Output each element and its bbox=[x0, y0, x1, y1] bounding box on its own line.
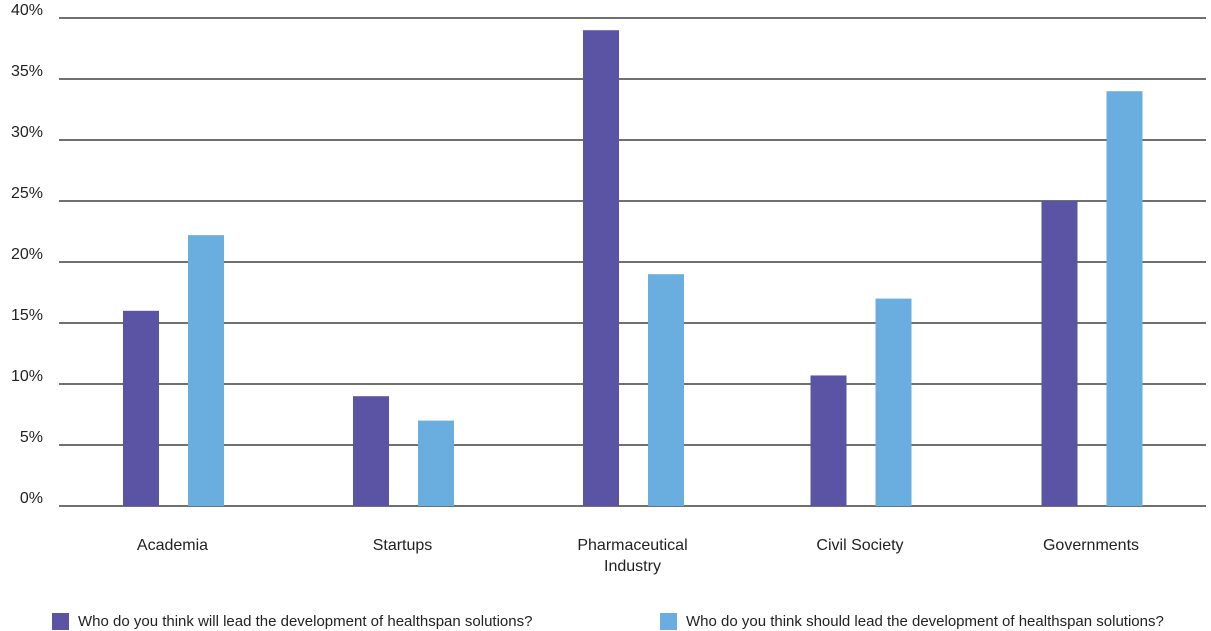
y-tick-label: 40% bbox=[11, 2, 43, 19]
bar-will-lead-civil-society bbox=[810, 375, 847, 506]
x-category-label-line: Civil Society bbox=[816, 537, 903, 554]
bar-should-lead-pharmaceutical-industry bbox=[648, 274, 684, 506]
x-category-label-line: Industry bbox=[604, 558, 661, 575]
legend: Who do you think will lead the developme… bbox=[0, 612, 1211, 631]
bar-should-lead-governments bbox=[1106, 91, 1143, 506]
bars bbox=[123, 30, 1143, 506]
legend-label-should-lead: Who do you think should lead the develop… bbox=[686, 613, 1164, 630]
y-tick-label: 15% bbox=[11, 307, 43, 324]
bar-should-lead-academia bbox=[188, 235, 224, 506]
legend-item-will-lead: Who do you think will lead the developme… bbox=[52, 612, 532, 631]
y-tick-label: 0% bbox=[20, 490, 43, 507]
x-category-label: Governments bbox=[1043, 537, 1139, 554]
x-category-label-line: Startups bbox=[373, 537, 433, 554]
y-tick-label: 20% bbox=[11, 246, 43, 263]
bar-will-lead-pharmaceutical-industry bbox=[583, 30, 619, 506]
x-category-label: Startups bbox=[373, 537, 433, 554]
bar-will-lead-academia bbox=[123, 310, 159, 506]
bar-should-lead-civil-society bbox=[875, 298, 912, 506]
bar-will-lead-governments bbox=[1041, 201, 1078, 506]
x-category-label: Pharmaceutical Industry bbox=[577, 537, 687, 575]
legend-swatch-will-lead bbox=[52, 613, 69, 630]
legend-swatch-should-lead bbox=[660, 613, 677, 630]
legend-item-should-lead: Who do you think should lead the develop… bbox=[660, 612, 1164, 631]
bar-should-lead-startups bbox=[418, 420, 454, 506]
x-axis-category-labels: Academia Startups Pharmaceutical Industry Ci… bbox=[137, 537, 1139, 575]
y-tick-label: 30% bbox=[11, 124, 43, 141]
x-category-label-line: Governments bbox=[1043, 537, 1139, 554]
y-axis-tick-labels: 0% 5% 10% 15% 20% 25% 30% 35% 40% bbox=[11, 2, 43, 507]
x-category-label-line: Pharmaceutical bbox=[577, 537, 687, 554]
x-category-label: Civil Society bbox=[816, 537, 903, 554]
y-tick-label: 35% bbox=[11, 63, 43, 80]
gridlines bbox=[59, 17, 1206, 507]
legend-label-will-lead: Who do you think will lead the developme… bbox=[78, 613, 533, 630]
y-tick-label: 5% bbox=[20, 429, 43, 446]
y-tick-label: 25% bbox=[11, 185, 43, 202]
bar-will-lead-startups bbox=[353, 396, 389, 506]
y-tick-label: 10% bbox=[11, 368, 43, 385]
x-category-label-line: Academia bbox=[137, 537, 208, 554]
x-category-label: Academia bbox=[137, 537, 208, 554]
